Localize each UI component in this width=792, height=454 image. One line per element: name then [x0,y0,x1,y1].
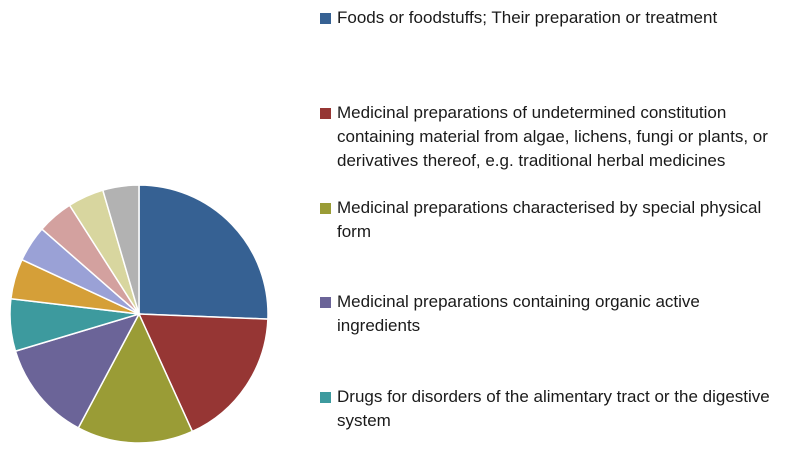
legend-label-2: Medicinal preparations characterised by … [337,198,762,241]
legend-label-4: Drugs for disorders of the alimentary tr… [337,387,770,430]
legend-label-1: Medicinal preparations of undetermined c… [337,103,768,170]
legend-swatch-4 [320,392,331,403]
pie-slice-1 [137,313,269,433]
legend: Foods or foodstuffs; Their preparation o… [320,0,790,454]
legend-item-4: Drugs for disorders of the alimentary tr… [320,385,785,433]
legend-swatch-3 [320,297,331,308]
legend-item-0: Foods or foodstuffs; Their preparation o… [320,6,785,30]
pie-plot [9,184,269,444]
legend-item-3: Medicinal preparations containing organi… [320,290,785,338]
legend-label-0: Foods or foodstuffs; Their preparation o… [337,8,718,27]
legend-item-2: Medicinal preparations characterised by … [320,196,785,244]
legend-swatch-0 [320,13,331,24]
pie-slice-9 [101,184,140,315]
legend-label-3: Medicinal preparations containing organi… [337,292,700,335]
legend-swatch-1 [320,108,331,119]
pie-slice-2 [77,312,194,444]
legend-item-1: Medicinal preparations of undetermined c… [320,101,785,173]
pie-slice-0 [138,184,269,320]
legend-swatch-2 [320,203,331,214]
